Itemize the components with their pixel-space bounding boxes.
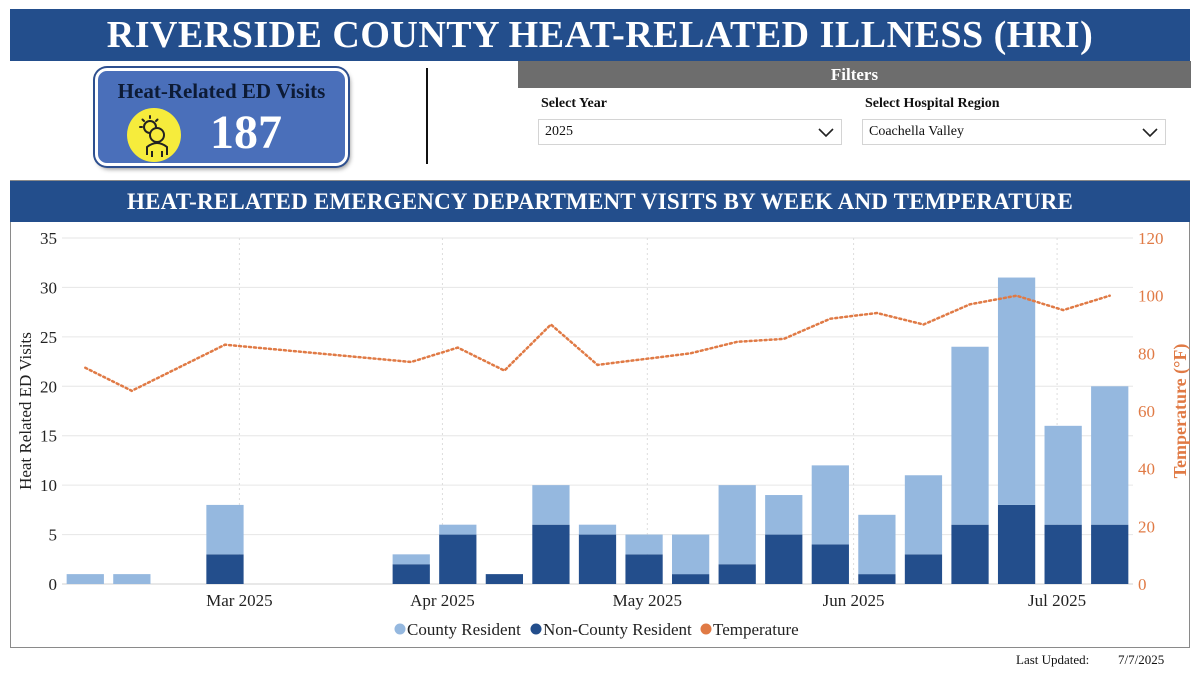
x-tick-label: Apr 2025 — [410, 591, 475, 610]
legend-label: County Resident — [407, 620, 521, 639]
bar-county — [718, 485, 756, 565]
bar-county — [1091, 386, 1129, 525]
bar-county — [1044, 425, 1082, 525]
bar-county — [532, 485, 570, 525]
region-filter-label: Select Hospital Region — [865, 96, 1000, 111]
year-select-value: 2025 — [545, 124, 573, 139]
bar-county — [206, 504, 244, 555]
y-tick-label: 35 — [40, 229, 57, 248]
y2-tick-label: 60 — [1138, 402, 1155, 421]
bar-non-county — [997, 504, 1036, 584]
temperature-line — [84, 294, 1111, 393]
y-tick-label: 10 — [40, 476, 57, 495]
y2-tick-label: 100 — [1138, 287, 1164, 306]
last-updated-date: 7/7/2025 — [1118, 652, 1165, 667]
bar-county — [66, 574, 104, 584]
region-select-value: Coachella Valley — [869, 124, 964, 139]
bar-county — [672, 534, 710, 575]
heat-person-icon — [127, 108, 181, 162]
year-filter-label: Select Year — [541, 96, 607, 111]
y-tick-label: 30 — [40, 278, 57, 297]
x-tick-label: May 2025 — [613, 591, 682, 610]
region-select[interactable]: Coachella Valley — [862, 119, 1166, 145]
bar-non-county — [1091, 524, 1129, 584]
x-tick-label: Mar 2025 — [206, 591, 273, 610]
legend-marker — [394, 623, 406, 635]
bar-county — [113, 574, 151, 584]
bar-county — [858, 514, 896, 575]
bar-non-county — [765, 534, 803, 584]
bar-non-county — [392, 564, 430, 584]
x-tick-label: Jun 2025 — [823, 591, 885, 610]
y-tick-label: 25 — [40, 328, 57, 347]
kpi-label: Heat-Related ED Visits — [117, 79, 326, 103]
bar-non-county — [439, 534, 477, 584]
y-tick-label: 20 — [40, 377, 57, 396]
legend-marker — [700, 623, 712, 635]
x-tick-label: Jul 2025 — [1028, 591, 1086, 610]
bar-county — [765, 495, 803, 535]
chevron-down-icon — [1142, 128, 1158, 138]
y2-axis-title: Temperature (°F) — [1170, 344, 1191, 479]
bar-county — [997, 277, 1036, 505]
y2-tick-label: 0 — [1138, 575, 1147, 594]
chart-title: HEAT-RELATED EMERGENCY DEPARTMENT VISITS… — [10, 181, 1190, 222]
bar-non-county — [625, 554, 663, 584]
bar-non-county — [858, 574, 896, 584]
bar-county — [811, 465, 849, 545]
year-select[interactable]: 2025 — [538, 119, 842, 145]
bar-non-county — [485, 574, 523, 584]
y-axis-title: Heat Related ED Visits — [16, 332, 35, 490]
y2-tick-label: 20 — [1138, 517, 1155, 536]
legend-marker — [530, 623, 542, 635]
bar-non-county — [532, 524, 570, 584]
chevron-down-icon — [818, 128, 834, 138]
last-updated-label: Last Updated: — [1016, 652, 1090, 667]
y-tick-label: 0 — [49, 575, 58, 594]
bar-county — [904, 475, 943, 555]
dashboard-title: RIVERSIDE COUNTY HEAT-RELATED ILLNESS (H… — [10, 9, 1190, 61]
kpi-value: 187 — [210, 106, 282, 159]
kpi-card: Heat-Related ED Visits 187 — [95, 68, 348, 166]
y2-tick-label: 40 — [1138, 460, 1155, 479]
bar-county — [625, 534, 663, 555]
legend-label: Temperature — [713, 620, 799, 639]
header-divider — [426, 68, 428, 164]
bar-non-county — [718, 564, 756, 584]
y-tick-label: 5 — [49, 526, 58, 545]
bar-county — [578, 524, 617, 535]
bar-non-county — [951, 524, 989, 584]
bar-non-county — [904, 554, 943, 584]
bar-county — [392, 554, 430, 565]
bar-non-county — [811, 544, 849, 584]
bar-county — [439, 524, 477, 535]
filters-header: Filters — [518, 61, 1191, 88]
chart-frame — [10, 180, 1190, 648]
y2-tick-label: 120 — [1138, 229, 1164, 248]
bar-county — [951, 346, 989, 525]
bar-non-county — [206, 554, 244, 584]
y-tick-label: 15 — [40, 427, 57, 446]
bar-non-county — [1044, 524, 1082, 584]
y2-tick-label: 80 — [1138, 344, 1155, 363]
legend-label: Non-County Resident — [543, 620, 692, 639]
bar-non-county — [672, 574, 710, 584]
bar-non-county — [578, 534, 617, 584]
